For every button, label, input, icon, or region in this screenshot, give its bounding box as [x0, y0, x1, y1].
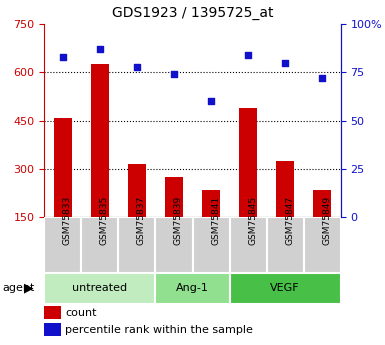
Text: GSM75837: GSM75837: [137, 196, 146, 245]
Bar: [44, 323, 60, 336]
Bar: [90, 65, 109, 217]
Bar: [202, 190, 220, 217]
Bar: [165, 177, 183, 217]
Bar: [192, 217, 229, 273]
Bar: [44, 217, 81, 273]
Point: [171, 72, 177, 77]
Bar: [156, 217, 192, 273]
Bar: [313, 190, 331, 217]
Text: GSM75849: GSM75849: [322, 196, 331, 245]
Text: percentile rank within the sample: percentile rank within the sample: [65, 325, 253, 335]
Text: GSM75845: GSM75845: [248, 196, 257, 245]
Bar: [81, 217, 119, 273]
Bar: [128, 164, 146, 217]
Point: [97, 47, 103, 52]
Bar: [239, 108, 257, 217]
Text: Ang-1: Ang-1: [176, 283, 209, 293]
Bar: [119, 217, 156, 273]
Point: [208, 99, 214, 104]
Bar: [276, 161, 295, 217]
Bar: [229, 273, 341, 304]
Text: GSM75847: GSM75847: [285, 196, 294, 245]
Point: [245, 52, 251, 58]
Bar: [44, 273, 156, 304]
Text: GSM75839: GSM75839: [174, 196, 183, 245]
Text: GSM75841: GSM75841: [211, 196, 220, 245]
Text: ▶: ▶: [24, 282, 34, 295]
Bar: [229, 217, 266, 273]
Text: untreated: untreated: [72, 283, 127, 293]
Text: count: count: [65, 308, 97, 317]
Bar: [44, 306, 60, 319]
Text: agent: agent: [2, 283, 34, 293]
Point: [319, 76, 325, 81]
Point: [134, 64, 140, 69]
Bar: [304, 217, 341, 273]
Text: GSM75833: GSM75833: [63, 196, 72, 245]
Point: [282, 60, 288, 66]
Text: VEGF: VEGF: [270, 283, 300, 293]
Title: GDS1923 / 1395725_at: GDS1923 / 1395725_at: [112, 6, 273, 20]
Bar: [156, 273, 229, 304]
Point: [60, 54, 66, 60]
Bar: [54, 118, 72, 217]
Text: GSM75835: GSM75835: [100, 196, 109, 245]
Bar: [267, 217, 304, 273]
